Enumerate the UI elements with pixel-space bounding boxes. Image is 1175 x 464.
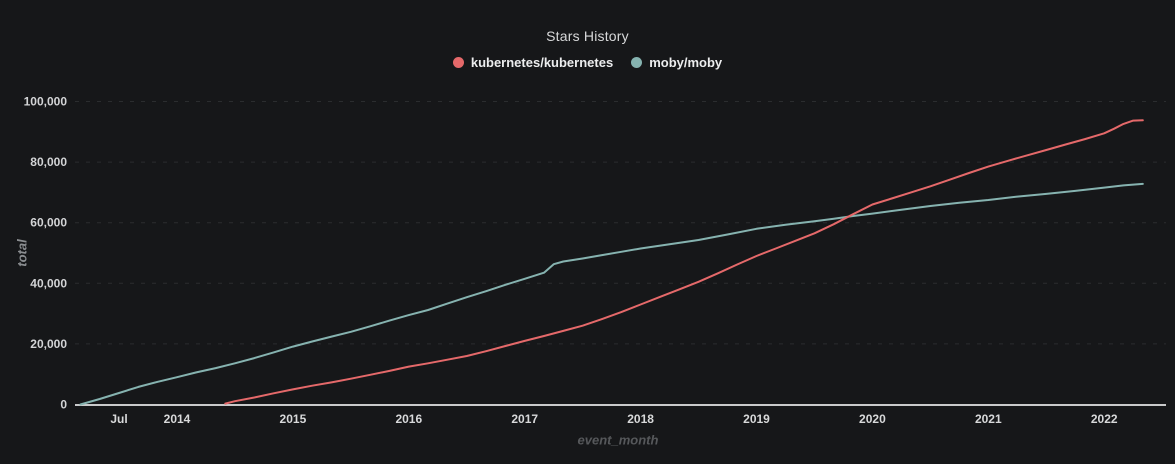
x-tick-label: 2019 — [743, 412, 770, 426]
x-tick-label: 2022 — [1091, 412, 1118, 426]
legend-dot-moby-icon — [631, 57, 643, 68]
legend-label-moby: moby/moby — [649, 55, 723, 70]
y-axis-title: total — [14, 239, 30, 267]
chart-title: Stars History — [546, 28, 629, 44]
legend-label-kubernetes: kubernetes/kubernetes — [470, 55, 614, 70]
x-tick-label: 2017 — [511, 412, 538, 426]
x-axis-title: event_month — [577, 432, 659, 448]
x-tick-label: 2016 — [395, 412, 422, 426]
legend-item-kubernetes[interactable]: kubernetes/kubernetes — [452, 55, 614, 70]
y-tick-label: 80,000 — [30, 155, 67, 169]
x-tick-label: 2018 — [627, 412, 654, 426]
legend-dot-kubernetes-icon — [452, 57, 464, 68]
legend-item-moby[interactable]: moby/moby — [631, 55, 722, 70]
series-line-kubernetes — [224, 119, 1144, 405]
y-tick-label: 40,000 — [30, 276, 67, 290]
y-tick-label: 0 — [60, 398, 67, 412]
x-tick-label: 2015 — [280, 412, 307, 426]
series-line-moby — [79, 182, 1144, 406]
chart-legend: kubernetes/kubernetes moby/moby — [0, 55, 1175, 70]
x-tick-label: Jul — [110, 412, 127, 426]
y-tick-label: 100,000 — [24, 95, 68, 109]
x-tick-label: 2021 — [975, 412, 1002, 426]
chart-header: Stars History kubernetes/kubernetes moby… — [0, 0, 1175, 70]
y-tick-label: 20,000 — [30, 337, 67, 351]
y-tick-label: 60,000 — [30, 216, 67, 230]
x-tick-label: 2020 — [859, 412, 886, 426]
x-tick-label: 2014 — [164, 412, 191, 426]
